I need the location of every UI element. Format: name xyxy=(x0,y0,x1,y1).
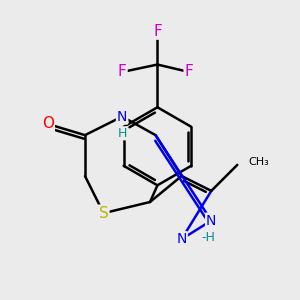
Text: N: N xyxy=(176,232,187,246)
Text: -H: -H xyxy=(201,231,215,244)
Text: N: N xyxy=(206,214,217,228)
Text: F: F xyxy=(153,24,162,39)
Text: S: S xyxy=(99,206,108,221)
Text: CH₃: CH₃ xyxy=(248,157,269,167)
Text: F: F xyxy=(184,64,194,80)
Text: H: H xyxy=(117,127,127,140)
Text: N: N xyxy=(117,110,127,124)
Text: F: F xyxy=(118,64,127,80)
Text: O: O xyxy=(42,116,54,131)
